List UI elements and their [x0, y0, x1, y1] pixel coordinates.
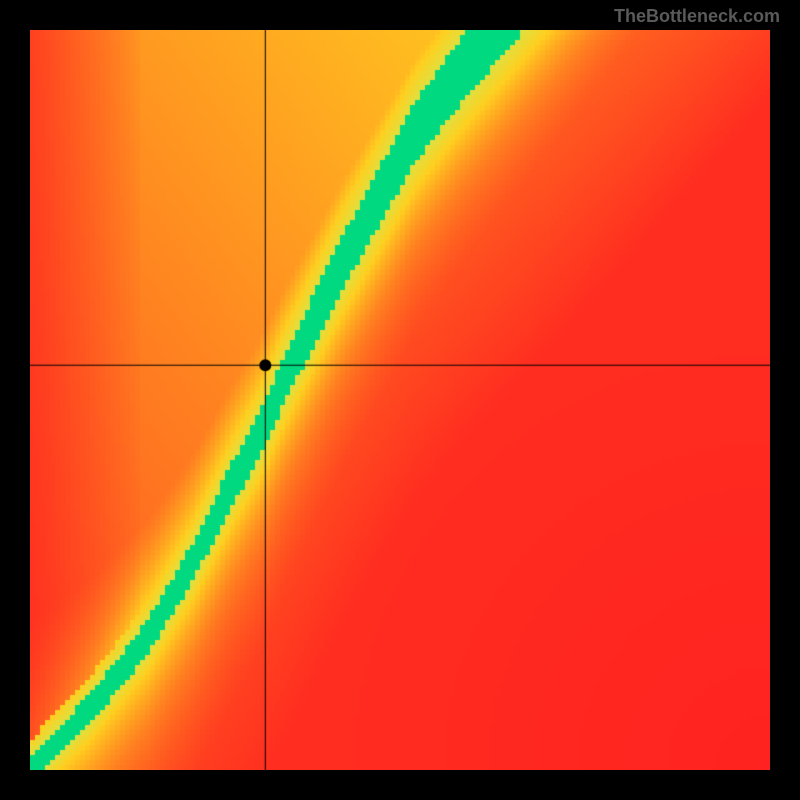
watermark-text: TheBottleneck.com — [614, 6, 780, 27]
heatmap-plot — [30, 30, 770, 770]
heatmap-canvas — [30, 30, 770, 770]
